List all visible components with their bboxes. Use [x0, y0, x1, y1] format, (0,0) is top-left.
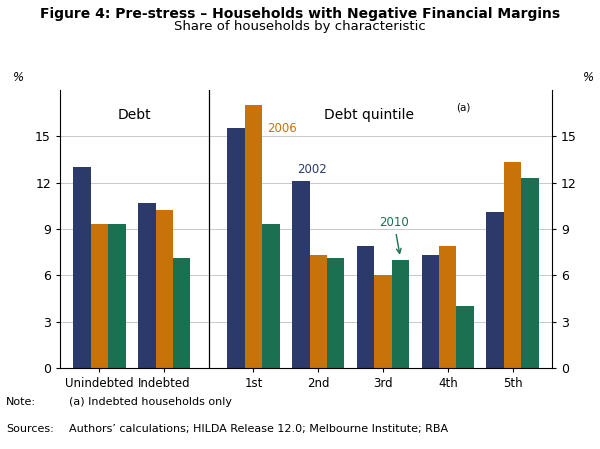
Bar [357, 246, 374, 368]
Text: 2010: 2010 [379, 216, 409, 253]
Text: Authors’ calculations; HILDA Release 12.0; Melbourne Institute; RBA: Authors’ calculations; HILDA Release 12.… [69, 424, 448, 434]
Text: (a) Indebted households only: (a) Indebted households only [69, 397, 232, 407]
Bar [392, 260, 409, 368]
Bar [504, 163, 521, 368]
Bar [422, 255, 439, 368]
Text: 2006: 2006 [267, 122, 296, 135]
Bar [521, 178, 539, 368]
Bar [439, 246, 457, 368]
Text: Note:: Note: [6, 397, 36, 407]
Bar [108, 224, 125, 368]
Bar [457, 306, 474, 368]
Text: Sources:: Sources: [6, 424, 54, 434]
Bar [155, 211, 173, 368]
Bar [262, 224, 280, 368]
Bar [487, 212, 504, 368]
Text: Debt: Debt [118, 108, 151, 123]
Text: (a): (a) [456, 102, 470, 112]
Text: 2002: 2002 [297, 163, 326, 176]
Bar [327, 258, 344, 368]
Bar [245, 105, 262, 368]
Bar [73, 167, 91, 368]
Text: Figure 4: Pre-stress – Households with Negative Financial Margins: Figure 4: Pre-stress – Households with N… [40, 7, 560, 21]
Bar [138, 202, 155, 368]
Bar [173, 258, 190, 368]
Bar [374, 275, 392, 368]
Bar [227, 128, 245, 368]
Text: %: % [13, 71, 24, 84]
Bar [292, 181, 310, 368]
Text: %: % [583, 71, 595, 84]
Bar [91, 224, 108, 368]
Text: Debt quintile: Debt quintile [323, 108, 413, 123]
Bar [310, 255, 327, 368]
Text: Share of households by characteristic: Share of households by characteristic [174, 20, 426, 33]
